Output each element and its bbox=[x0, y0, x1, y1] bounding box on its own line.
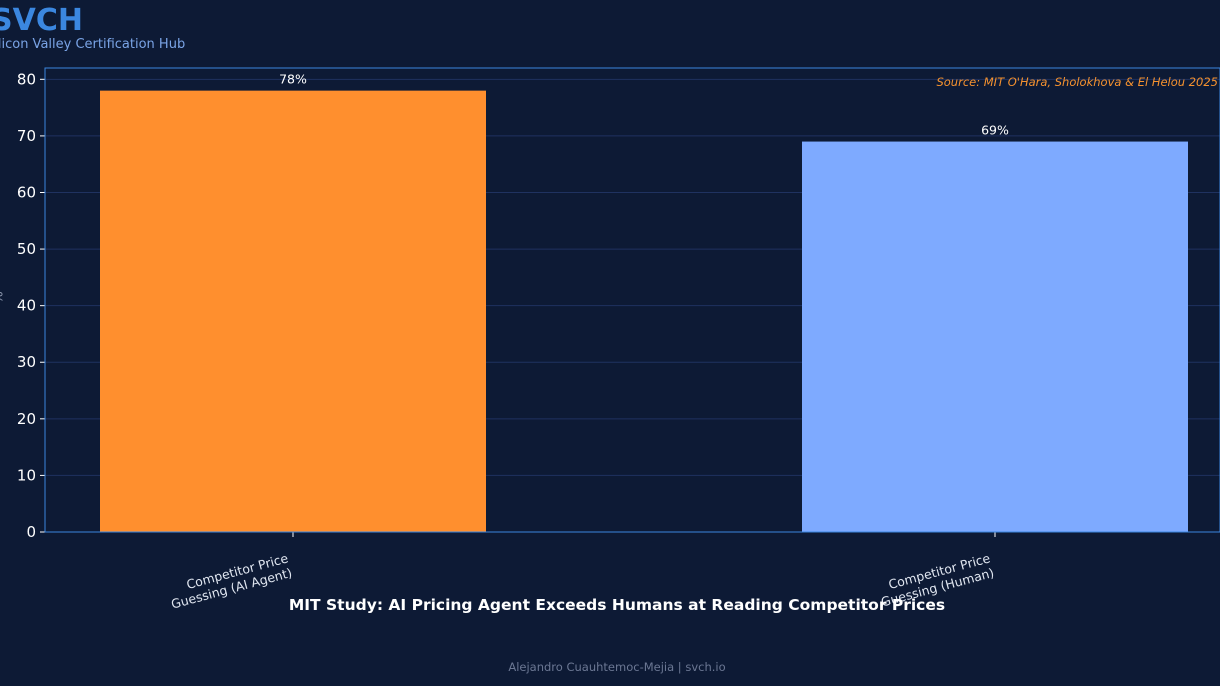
data-label: 69% bbox=[981, 123, 1009, 138]
y-tick-label: 60 bbox=[17, 183, 36, 201]
y-tick-label: 0 bbox=[26, 523, 36, 541]
plot-frame bbox=[44, 67, 1220, 533]
y-tick-label: 70 bbox=[17, 127, 36, 145]
y-tick-label: 40 bbox=[17, 297, 36, 315]
y-tick-label: 10 bbox=[17, 466, 36, 484]
source-annotation: Source: MIT O'Hara, Sholokhova & El Helo… bbox=[936, 75, 1218, 89]
chart-title: MIT Study: AI Pricing Agent Exceeds Huma… bbox=[288, 596, 946, 614]
bar bbox=[100, 90, 486, 532]
brand-name: Silicon Valley Certification Hub bbox=[0, 37, 186, 52]
y-tick-label: 50 bbox=[17, 240, 36, 258]
y-axis-label: % bbox=[0, 291, 7, 303]
brand-logo: SVCH bbox=[0, 3, 83, 38]
footer-credit: Alejandro Cuauhtemoc-Mejia | svch.io bbox=[508, 660, 726, 674]
bar bbox=[802, 141, 1188, 532]
y-tick-label: 80 bbox=[17, 70, 36, 88]
data-label: 78% bbox=[279, 72, 307, 87]
y-tick-label: 20 bbox=[17, 410, 36, 428]
y-tick-label: 30 bbox=[17, 353, 36, 371]
